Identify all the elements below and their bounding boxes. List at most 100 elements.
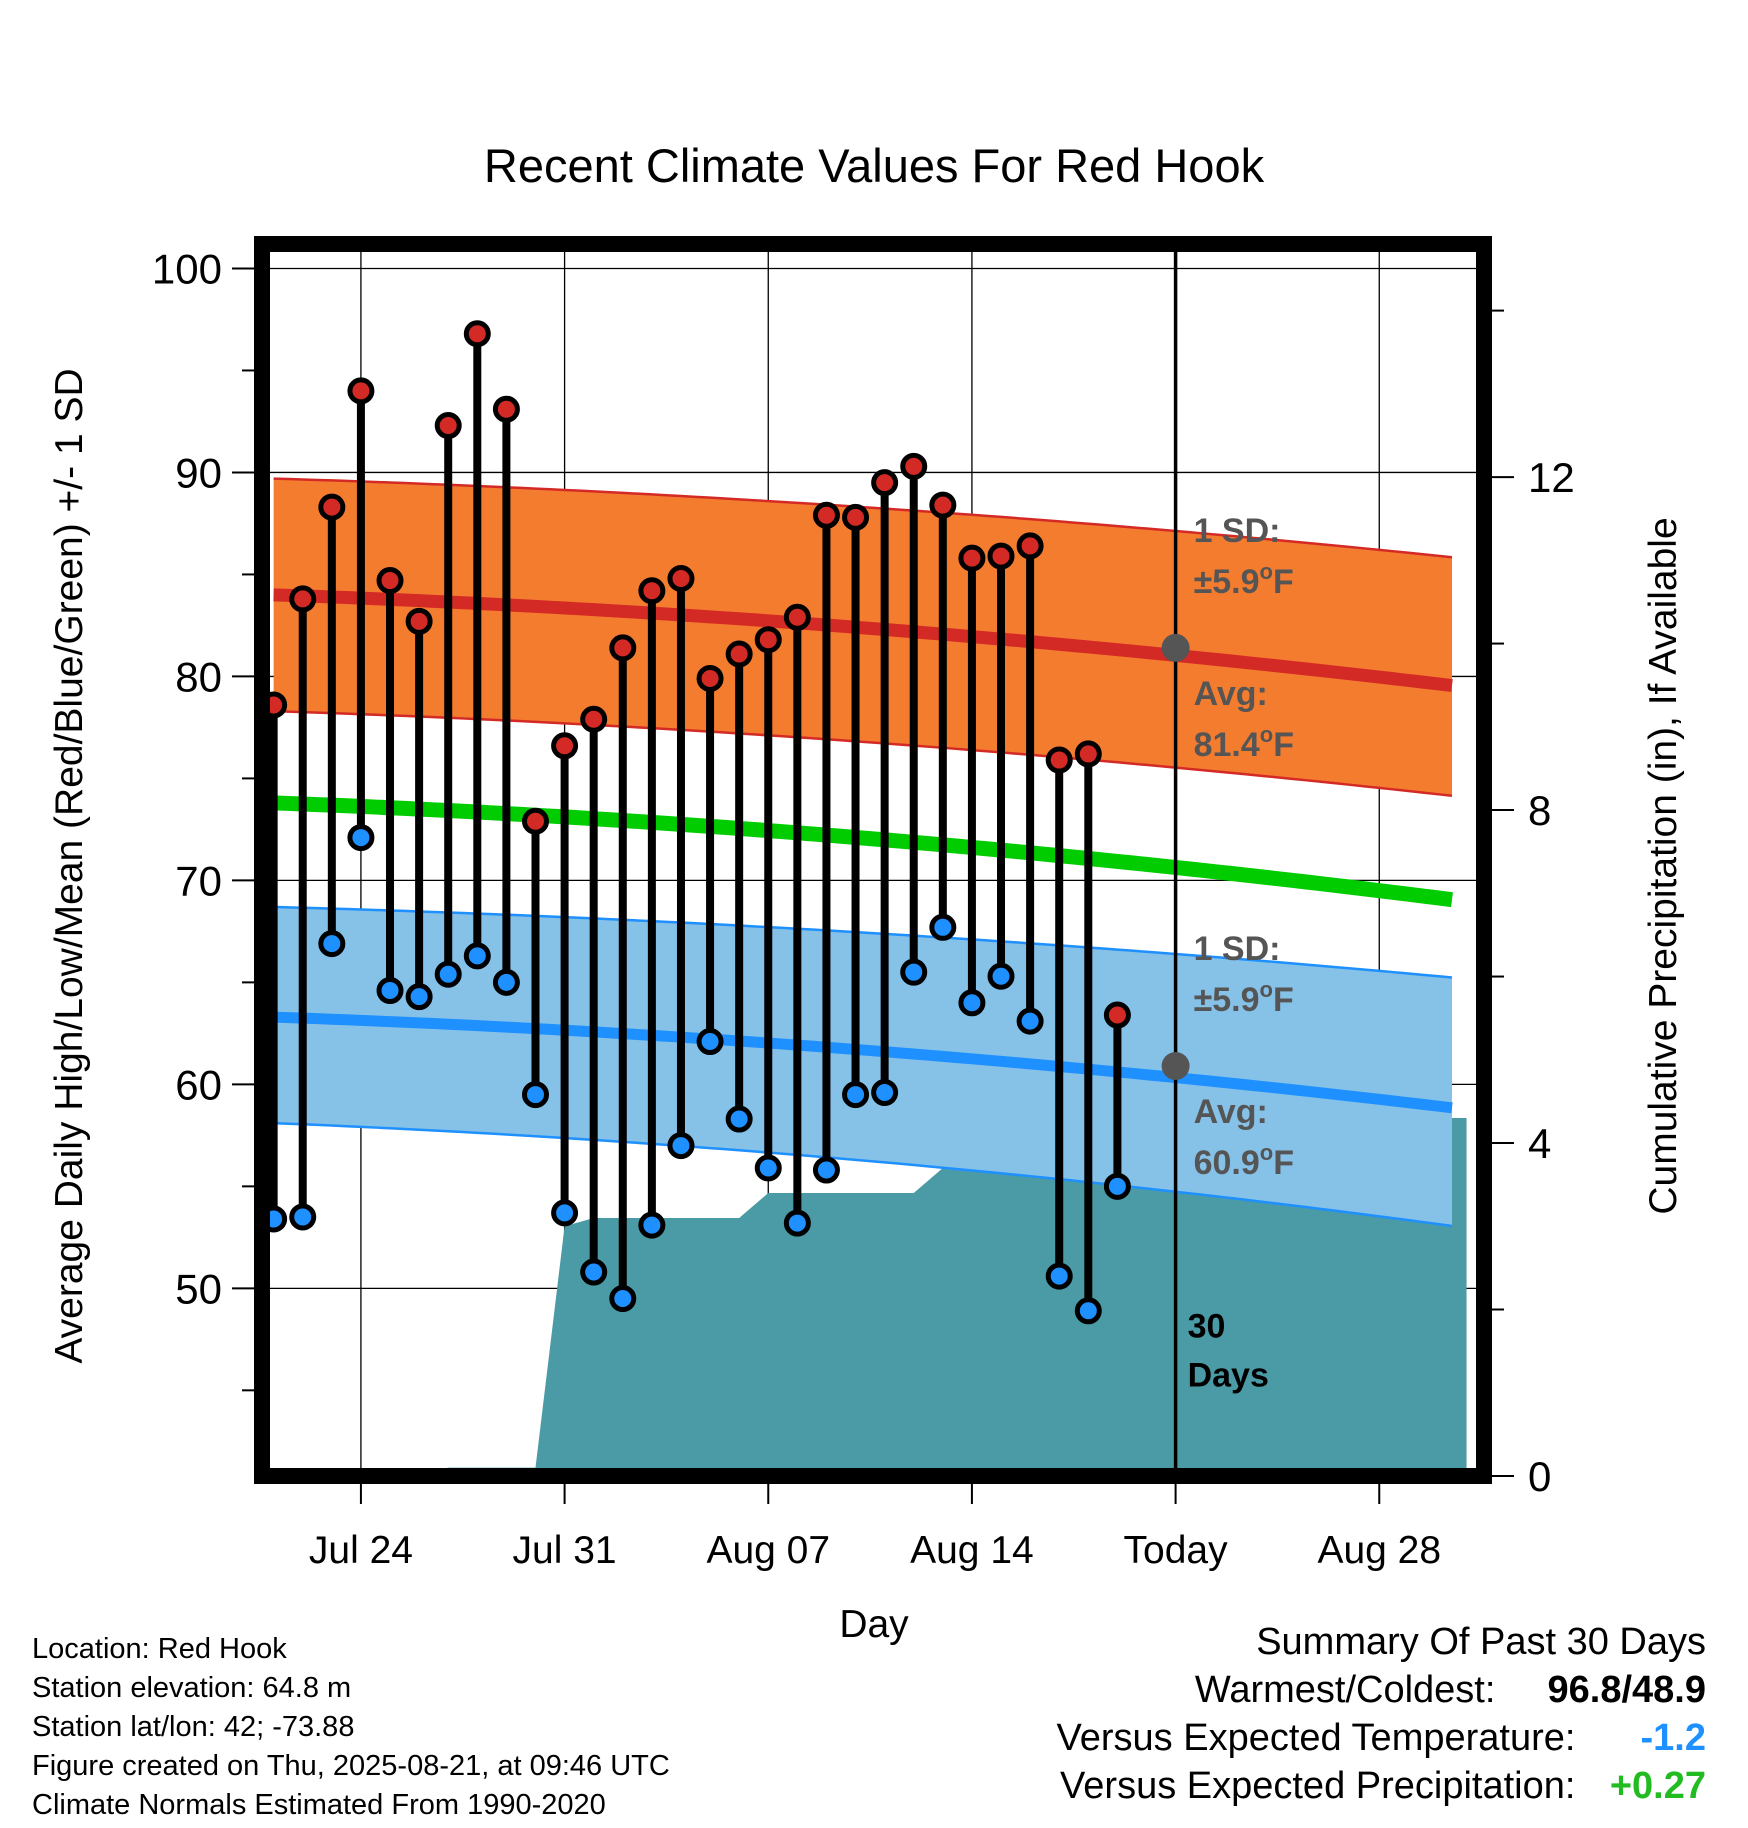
y-tick-label: 70: [175, 857, 222, 904]
daily-high-point: [667, 565, 695, 593]
x-tick-label: Aug 14: [910, 1529, 1034, 1572]
plot-area: 1 SD: ±5.9oF Avg: 81.4oF 1 SD: ±5.9oF Avg: 60.9…: [152, 236, 1575, 1572]
daily-low-point: [376, 977, 404, 1005]
precip-area: [447, 1118, 1467, 1468]
daily-high-point: [958, 544, 986, 572]
y2-axis-label: Cumulative Precipitation (in), If Availa…: [1642, 517, 1685, 1214]
warm-cold-label: Warmest/Coldest:: [1194, 1669, 1496, 1711]
summary-precip-row: Versus Expected Precipitation: +0.27: [1057, 1762, 1706, 1810]
summary-temp-row: Versus Expected Temperature: -1.2: [1057, 1714, 1706, 1762]
temp-label: Versus Expected Temperature:: [1056, 1717, 1576, 1759]
normal-low-line: [273, 1011, 1453, 1114]
normals-text: Climate Normals Estimated From 1990-2020: [32, 1789, 606, 1821]
days-count-number: 30: [1188, 1307, 1226, 1345]
today-low-avg-marker: [1161, 1052, 1190, 1081]
high-sd-value: ±5.9oF: [1194, 559, 1294, 601]
normal-high-line: [273, 588, 1453, 693]
x-tick-label: Jul 24: [309, 1529, 413, 1572]
summary-title: Summary Of Past 30 Days: [1256, 1621, 1706, 1663]
precip-label: Versus Expected Precipitation:: [1060, 1765, 1576, 1807]
daily-low-point: [434, 960, 462, 988]
summary-panel: Summary Of Past 30 Days Warmest/Coldest:…: [1057, 1618, 1706, 1810]
daily-high-point: [376, 567, 404, 595]
daily-high-point: [842, 503, 870, 531]
high-sd-label: 1 SD:: [1194, 512, 1281, 550]
daily-high-point: [1045, 746, 1073, 774]
y2-tick-label: 0: [1528, 1453, 1551, 1500]
daily-high-point: [900, 452, 928, 480]
daily-high-point: [434, 412, 462, 440]
daily-high-point: [812, 501, 840, 529]
daily-low-point: [725, 1105, 753, 1133]
low-avg-value: 60.9oF: [1194, 1140, 1294, 1182]
daily-low-point: [900, 958, 928, 986]
daily-low-point: [1016, 1007, 1044, 1035]
location-text: Location: Red Hook: [32, 1633, 287, 1665]
daily-low-point: [1074, 1297, 1102, 1325]
low-sd-lower-line: [273, 1121, 1453, 1228]
daily-high-point: [929, 491, 957, 519]
daily-high-point: [492, 395, 520, 423]
high-avg-label: Avg:: [1194, 675, 1268, 713]
daily-low-point: [405, 983, 433, 1011]
y-tick-label: 100: [152, 245, 222, 292]
normal-mean-line: [273, 795, 1453, 908]
daily-low-point: [347, 824, 375, 852]
precip-value: +0.27: [1609, 1765, 1706, 1807]
elevation-text: Station elevation: 64.8 m: [32, 1672, 352, 1704]
daily-low-point: [638, 1211, 666, 1239]
temp-value: -1.2: [1640, 1717, 1706, 1759]
high-sd-band: [273, 478, 1452, 796]
daily-high-point: [347, 377, 375, 405]
daily-low-point: [958, 989, 986, 1017]
daily-low-point: [812, 1156, 840, 1184]
daily-low-point: [521, 1081, 549, 1109]
summary-warm-cold-row: Warmest/Coldest: 96.8/48.9: [1057, 1666, 1706, 1714]
low-sd-upper-line: [273, 905, 1453, 979]
daily-high-point: [609, 634, 637, 662]
low-avg-label: Avg:: [1194, 1093, 1268, 1131]
daily-low-point: [842, 1081, 870, 1109]
x-tick-label: Aug 28: [1317, 1529, 1441, 1572]
x-tick-label: Today: [1124, 1529, 1229, 1572]
daily-low-point: [696, 1028, 724, 1056]
today-high-avg-marker: [1161, 633, 1190, 662]
daily-high-point: [638, 577, 666, 605]
daily-low-point: [1045, 1262, 1073, 1290]
y2-tick-label: 12: [1528, 454, 1575, 501]
latlon-text: Station lat/lon: 42; -73.88: [32, 1711, 355, 1743]
y2-tick-label: 4: [1528, 1120, 1551, 1167]
daily-high-point: [696, 664, 724, 692]
daily-high-point: [551, 732, 579, 760]
high-avg-value: 81.4oF: [1194, 722, 1294, 764]
daily-high-point: [318, 493, 346, 521]
daily-low-point: [580, 1258, 608, 1286]
daily-high-point: [463, 320, 491, 348]
chart-title: Recent Climate Values For Red Hook: [484, 139, 1265, 192]
x-axis-label: Day: [839, 1603, 909, 1646]
daily-high-point: [521, 807, 549, 835]
y-tick-label: 60: [175, 1061, 222, 1108]
daily-high-point: [1074, 740, 1102, 768]
daily-low-point: [289, 1203, 317, 1231]
y-tick-label: 50: [175, 1265, 222, 1312]
plot-frame: [254, 236, 1492, 1484]
warm-cold-value: 96.8/48.9: [1547, 1669, 1706, 1711]
daily-low-point: [1103, 1172, 1131, 1200]
daily-low-point: [783, 1209, 811, 1237]
daily-high-point: [1016, 532, 1044, 560]
y-tick-label: 80: [175, 653, 222, 700]
daily-high-point: [1103, 1001, 1131, 1029]
daily-high-point: [289, 585, 317, 613]
daily-low-point: [463, 942, 491, 970]
daily-low-point: [754, 1154, 782, 1182]
daily-low-point: [871, 1079, 899, 1107]
daily-high-point: [725, 640, 753, 668]
daily-high-point: [405, 607, 433, 635]
created-text: Figure created on Thu, 2025-08-21, at 09…: [32, 1750, 670, 1782]
daily-low-point: [492, 968, 520, 996]
x-tick-label: Jul 31: [513, 1529, 617, 1572]
station-info: Location: Red Hook Station elevation: 64…: [32, 1630, 670, 1825]
y2-tick-label: 8: [1528, 787, 1551, 834]
